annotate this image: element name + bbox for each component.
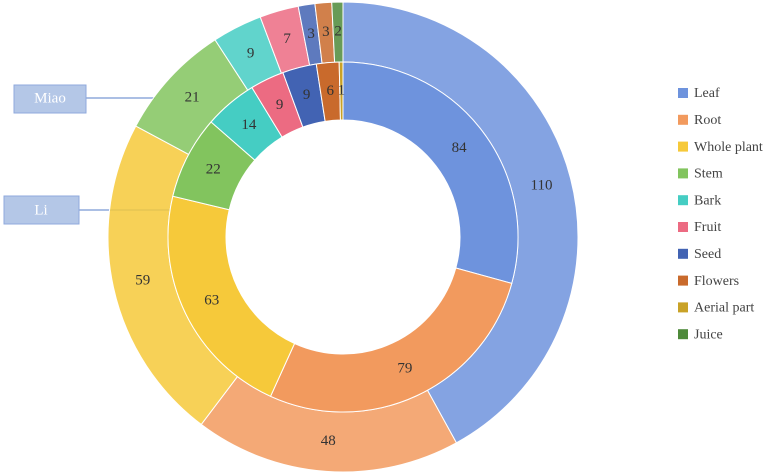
- legend-swatch: [678, 114, 688, 125]
- data-label: 14: [241, 117, 257, 133]
- data-label: 21: [185, 90, 200, 106]
- data-label: 6: [326, 83, 334, 99]
- data-label: 3: [307, 26, 315, 42]
- legend-swatch: [678, 195, 688, 206]
- legend-label: Whole plant: [694, 140, 763, 155]
- data-label: 1: [338, 82, 346, 98]
- legend-label: Root: [694, 113, 721, 128]
- data-label: 7: [283, 31, 291, 47]
- legend-swatch: [678, 141, 688, 152]
- data-label: 2: [334, 23, 342, 39]
- data-label: 22: [206, 162, 221, 178]
- data-label: 63: [204, 293, 219, 309]
- legend-swatch: [678, 248, 688, 259]
- legend-label: Leaf: [694, 86, 720, 101]
- series-label: Miao: [34, 90, 66, 106]
- donut-slice: [342, 61, 519, 284]
- legend-swatch: [678, 88, 688, 98]
- legend-label: Bark: [694, 193, 721, 208]
- legend-label: Seed: [694, 247, 721, 262]
- donut-slice: [269, 267, 513, 413]
- data-label: 3: [322, 24, 330, 40]
- legend-label: Flowers: [694, 274, 739, 289]
- legend-swatch: [678, 168, 688, 179]
- legend-label: Stem: [694, 167, 723, 182]
- series-label: Li: [34, 202, 47, 218]
- data-label: 79: [397, 361, 412, 377]
- legend-swatch: [678, 222, 688, 232]
- data-label: 59: [135, 272, 150, 288]
- data-label: 9: [276, 97, 284, 113]
- legend: Leaf Root Whole plant Stem Bark Fruit Seed Flow…: [678, 86, 763, 342]
- callout-box: [13, 84, 87, 114]
- legend-label: Juice: [694, 327, 723, 342]
- data-label: 48: [321, 433, 336, 449]
- data-label: 9: [247, 45, 255, 61]
- legend-swatch: [678, 302, 688, 313]
- callout-box: [3, 195, 80, 225]
- legend-swatch: [678, 329, 688, 340]
- data-label: 110: [531, 177, 553, 193]
- legend-label: Aerial part: [694, 301, 754, 316]
- legend-swatch: [678, 275, 688, 286]
- data-label: 84: [452, 140, 468, 156]
- callouts: Miao Li: [3, 84, 186, 225]
- legend-label: Fruit: [694, 220, 721, 235]
- donut-slice: [338, 61, 344, 121]
- data-label: 9: [303, 87, 311, 103]
